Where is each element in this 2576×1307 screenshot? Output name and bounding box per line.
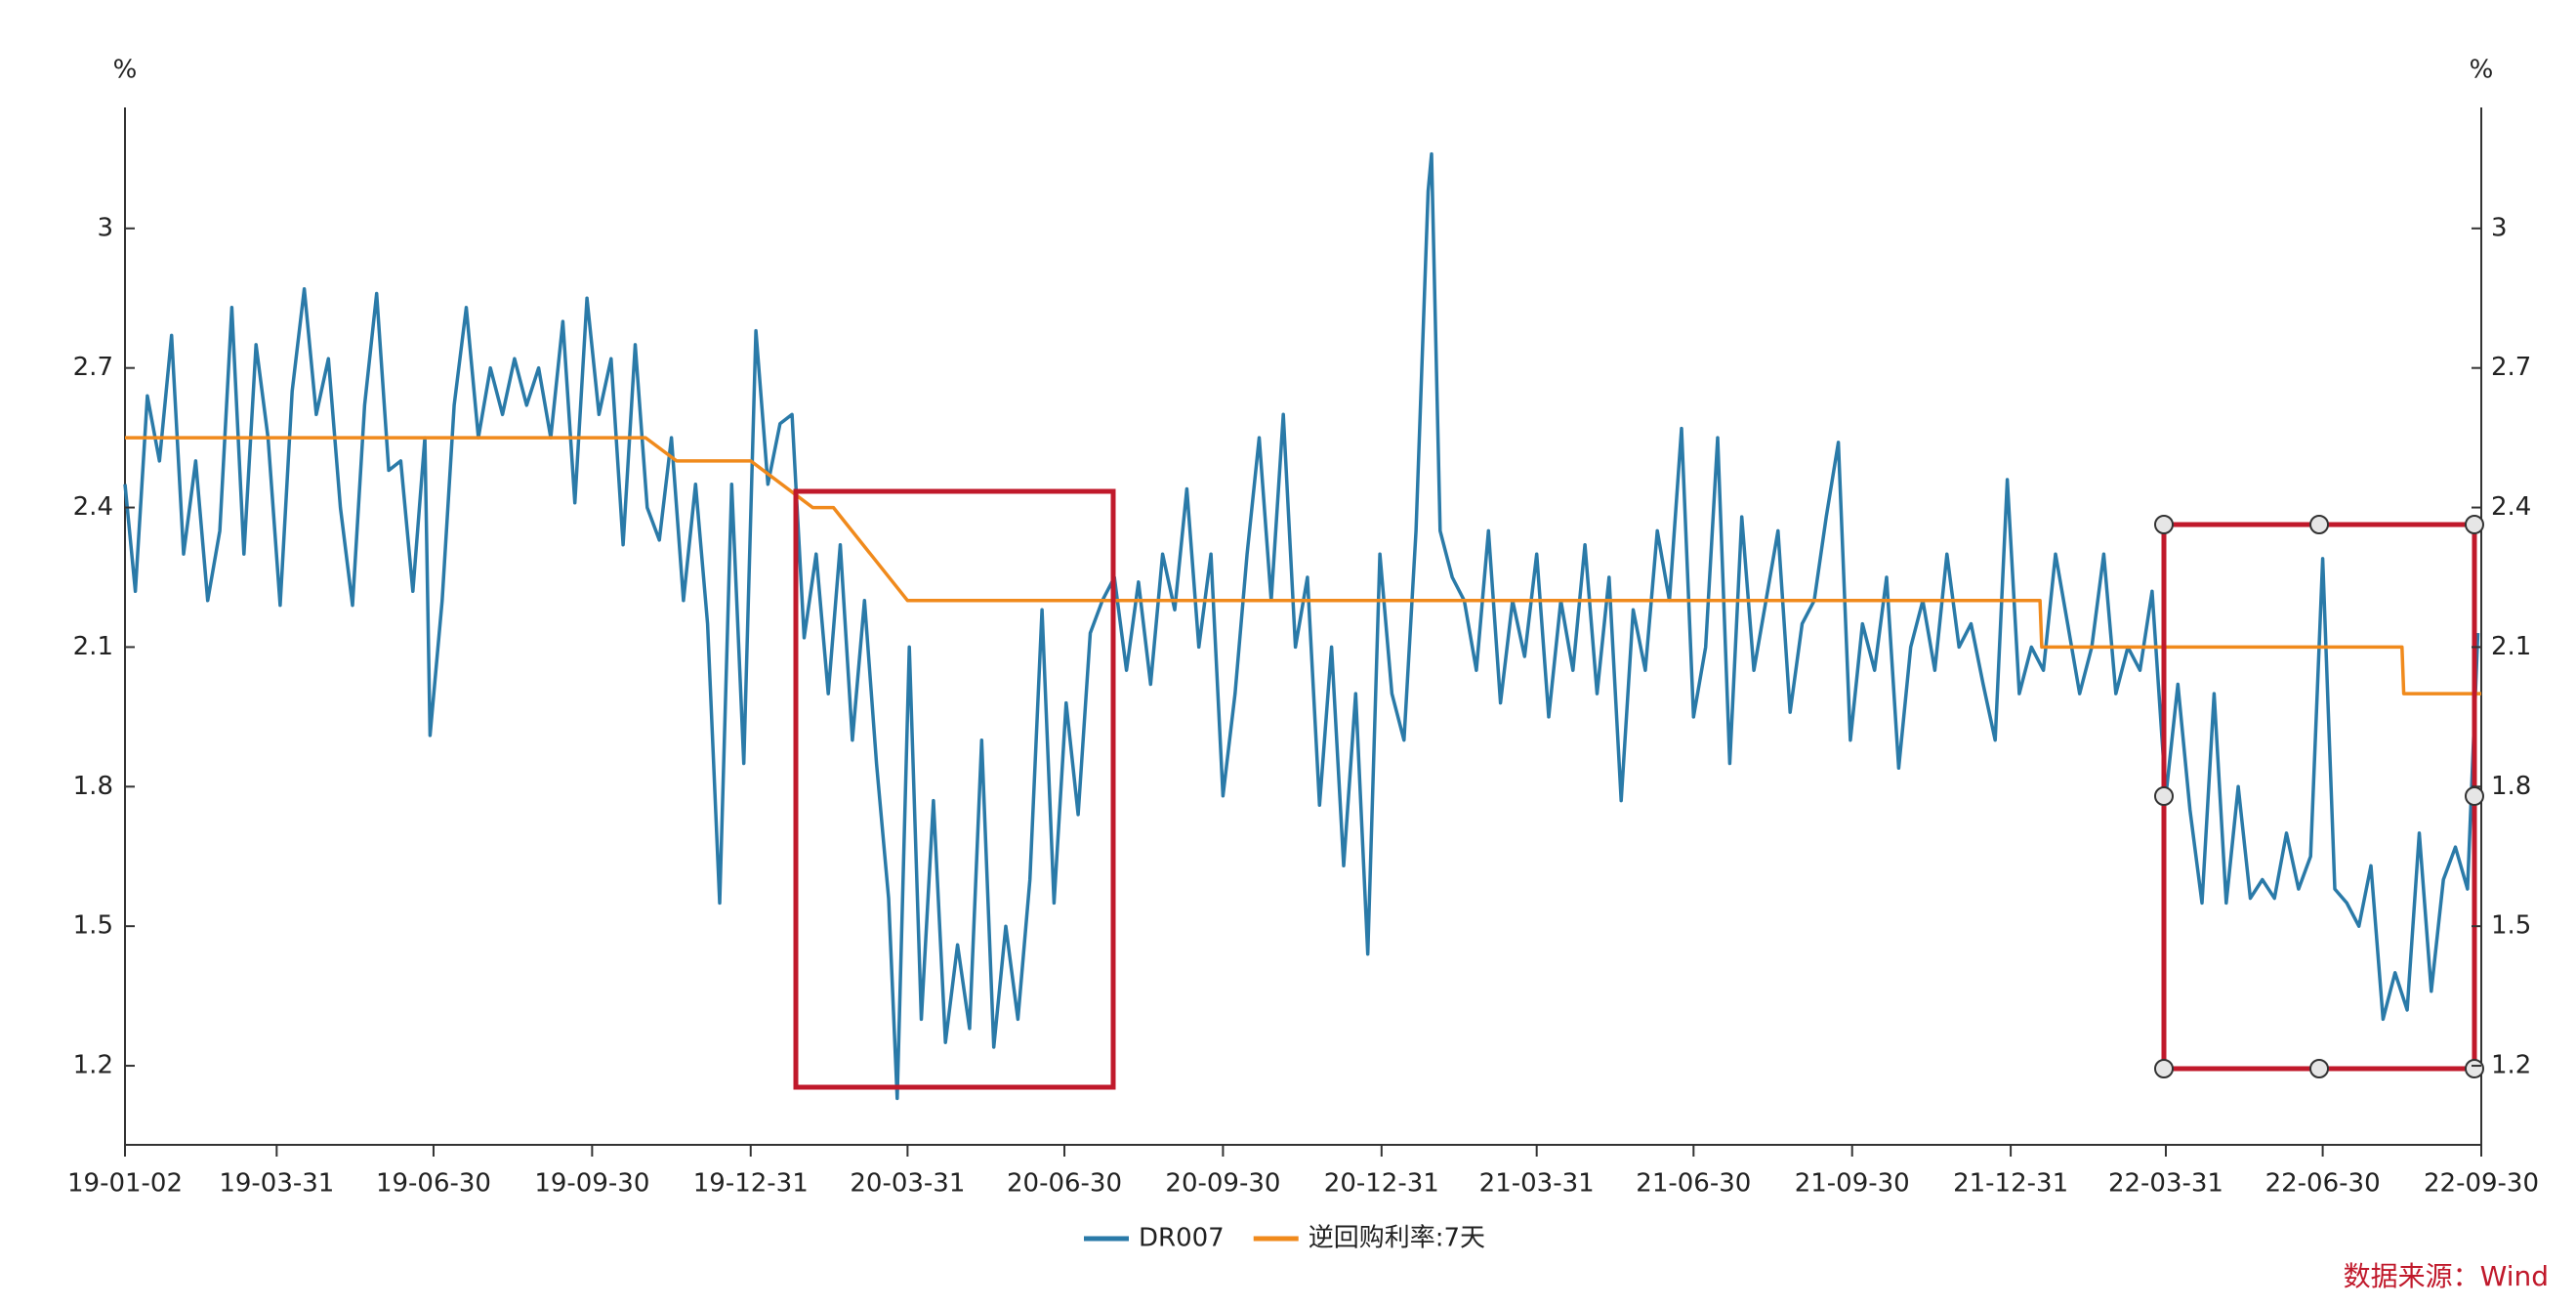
x-tick-label: 22-09-30: [2424, 1169, 2539, 1199]
y-tick-label: 1.5: [73, 911, 113, 941]
y-tick-label: 1.8: [73, 772, 113, 801]
y2-tick-label: 1.8: [2491, 772, 2531, 801]
x-tick-label: 21-06-30: [1636, 1169, 1751, 1199]
x-tick-label: 22-03-31: [2108, 1169, 2223, 1199]
x-tick-label: 22-06-30: [2265, 1169, 2381, 1199]
y-tick-label: 2.1: [73, 632, 113, 661]
highlight-box: [793, 488, 1116, 1090]
y2-axis-unit: %: [2470, 56, 2494, 85]
x-tick-label: 20-06-30: [1007, 1169, 1122, 1199]
x-tick-label: 20-09-30: [1165, 1169, 1280, 1199]
y2-tick-label: 2.1: [2491, 632, 2531, 661]
legend-label: 逆回购利率:7天: [1309, 1224, 1485, 1253]
x-tick-label: 21-03-31: [1479, 1169, 1595, 1199]
data-line: [123, 151, 2480, 1101]
x-tick-label: 20-12-31: [1324, 1169, 1439, 1199]
x-tick-label: 19-09-30: [534, 1169, 649, 1199]
y-tick-label: 2.7: [73, 353, 113, 382]
source-note: 数据来源：Wind: [2344, 1260, 2549, 1292]
x-tick-label: 19-03-31: [219, 1169, 334, 1199]
y2-tick-label: 1.5: [2491, 911, 2531, 941]
y-tick-label: 1.2: [73, 1051, 113, 1080]
box-handles: [2154, 515, 2484, 1078]
y2-tick-label: 2.4: [2491, 492, 2531, 522]
y2-tick-label: 3: [2491, 213, 2508, 242]
y-tick-label: 2.4: [73, 492, 113, 522]
y-axis-unit: %: [113, 56, 138, 85]
y-tick-label: 3: [97, 213, 113, 242]
x-tick-label: 19-12-31: [693, 1169, 809, 1199]
data-line: [125, 436, 2481, 696]
x-tick-label: 21-12-31: [1953, 1169, 2068, 1199]
y2-tick-label: 1.2: [2491, 1051, 2531, 1080]
x-tick-label: 20-03-31: [850, 1169, 965, 1199]
x-tick-label: 21-09-30: [1795, 1169, 1910, 1199]
x-tick-label: 19-06-30: [376, 1169, 491, 1199]
x-tick-label: 19-01-02: [67, 1169, 183, 1199]
y2-tick-label: 2.7: [2491, 353, 2531, 382]
legend-label: DR007: [1139, 1224, 1225, 1253]
